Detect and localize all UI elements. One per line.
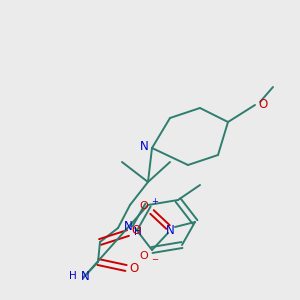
Text: N: N: [166, 224, 174, 236]
Text: N: N: [81, 269, 89, 283]
Text: +: +: [152, 197, 158, 206]
Text: O: O: [140, 201, 148, 211]
Text: N: N: [140, 140, 148, 154]
Text: O: O: [129, 262, 139, 275]
Text: −: −: [152, 256, 158, 265]
Text: O: O: [131, 224, 141, 238]
Text: N: N: [124, 220, 132, 232]
Text: O: O: [258, 98, 268, 112]
Text: H: H: [134, 227, 142, 237]
Text: H: H: [69, 271, 77, 281]
Text: O: O: [140, 251, 148, 261]
